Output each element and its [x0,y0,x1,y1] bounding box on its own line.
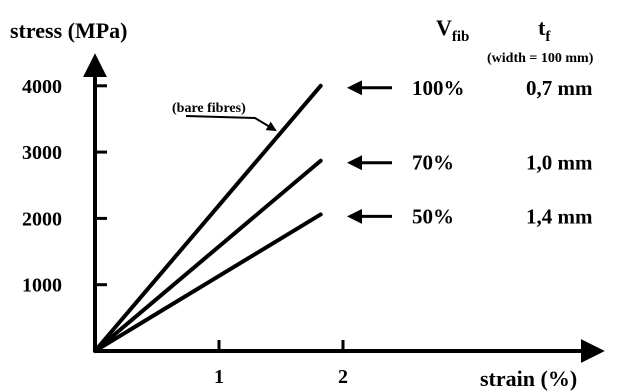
series-line-70pct [93,158,323,353]
tf-header-main: t [538,15,546,40]
row-tf-value: 1,0 mm [526,151,593,175]
row-tf-value: 1,4 mm [526,204,593,228]
y-ticks: 4000 3000 2000 1000 [22,76,107,297]
x-tick-label: 2 [338,366,348,388]
y-tick-label: 4000 [22,76,62,98]
row-vfib-value: 70% [412,151,454,175]
tf-header-note: (width = 100 mm) [487,51,594,66]
row-vfib-value: 50% [412,204,454,228]
y-tick-label: 2000 [22,208,62,230]
series-rows: 100% 0,7 mm 70% 1,0 mm 50% 1,4 mm [347,76,593,228]
series-line-50pct [93,212,323,353]
y-tick-label: 1000 [22,275,62,297]
vfib-header-sub: fib [452,29,470,45]
series-line-100pct [93,83,323,353]
vfib-header-main: V [436,15,452,40]
x-axis-label: strain (%) [480,366,577,391]
tf-header-sub: f [545,29,551,45]
row-tf-value: 0,7 mm [526,76,593,100]
bare-fibres-label: (bare fibres) [172,101,246,116]
bare-fibres-pointer [185,115,277,132]
row-vfib-value: 100% [412,76,465,100]
y-axis-label: stress (MPa) [10,18,128,43]
x-tick-label: 1 [214,366,224,388]
series-lines [93,83,323,353]
tf-header: tf [538,15,551,45]
y-tick-label: 3000 [22,142,62,164]
vfib-header: Vfib [436,15,469,45]
